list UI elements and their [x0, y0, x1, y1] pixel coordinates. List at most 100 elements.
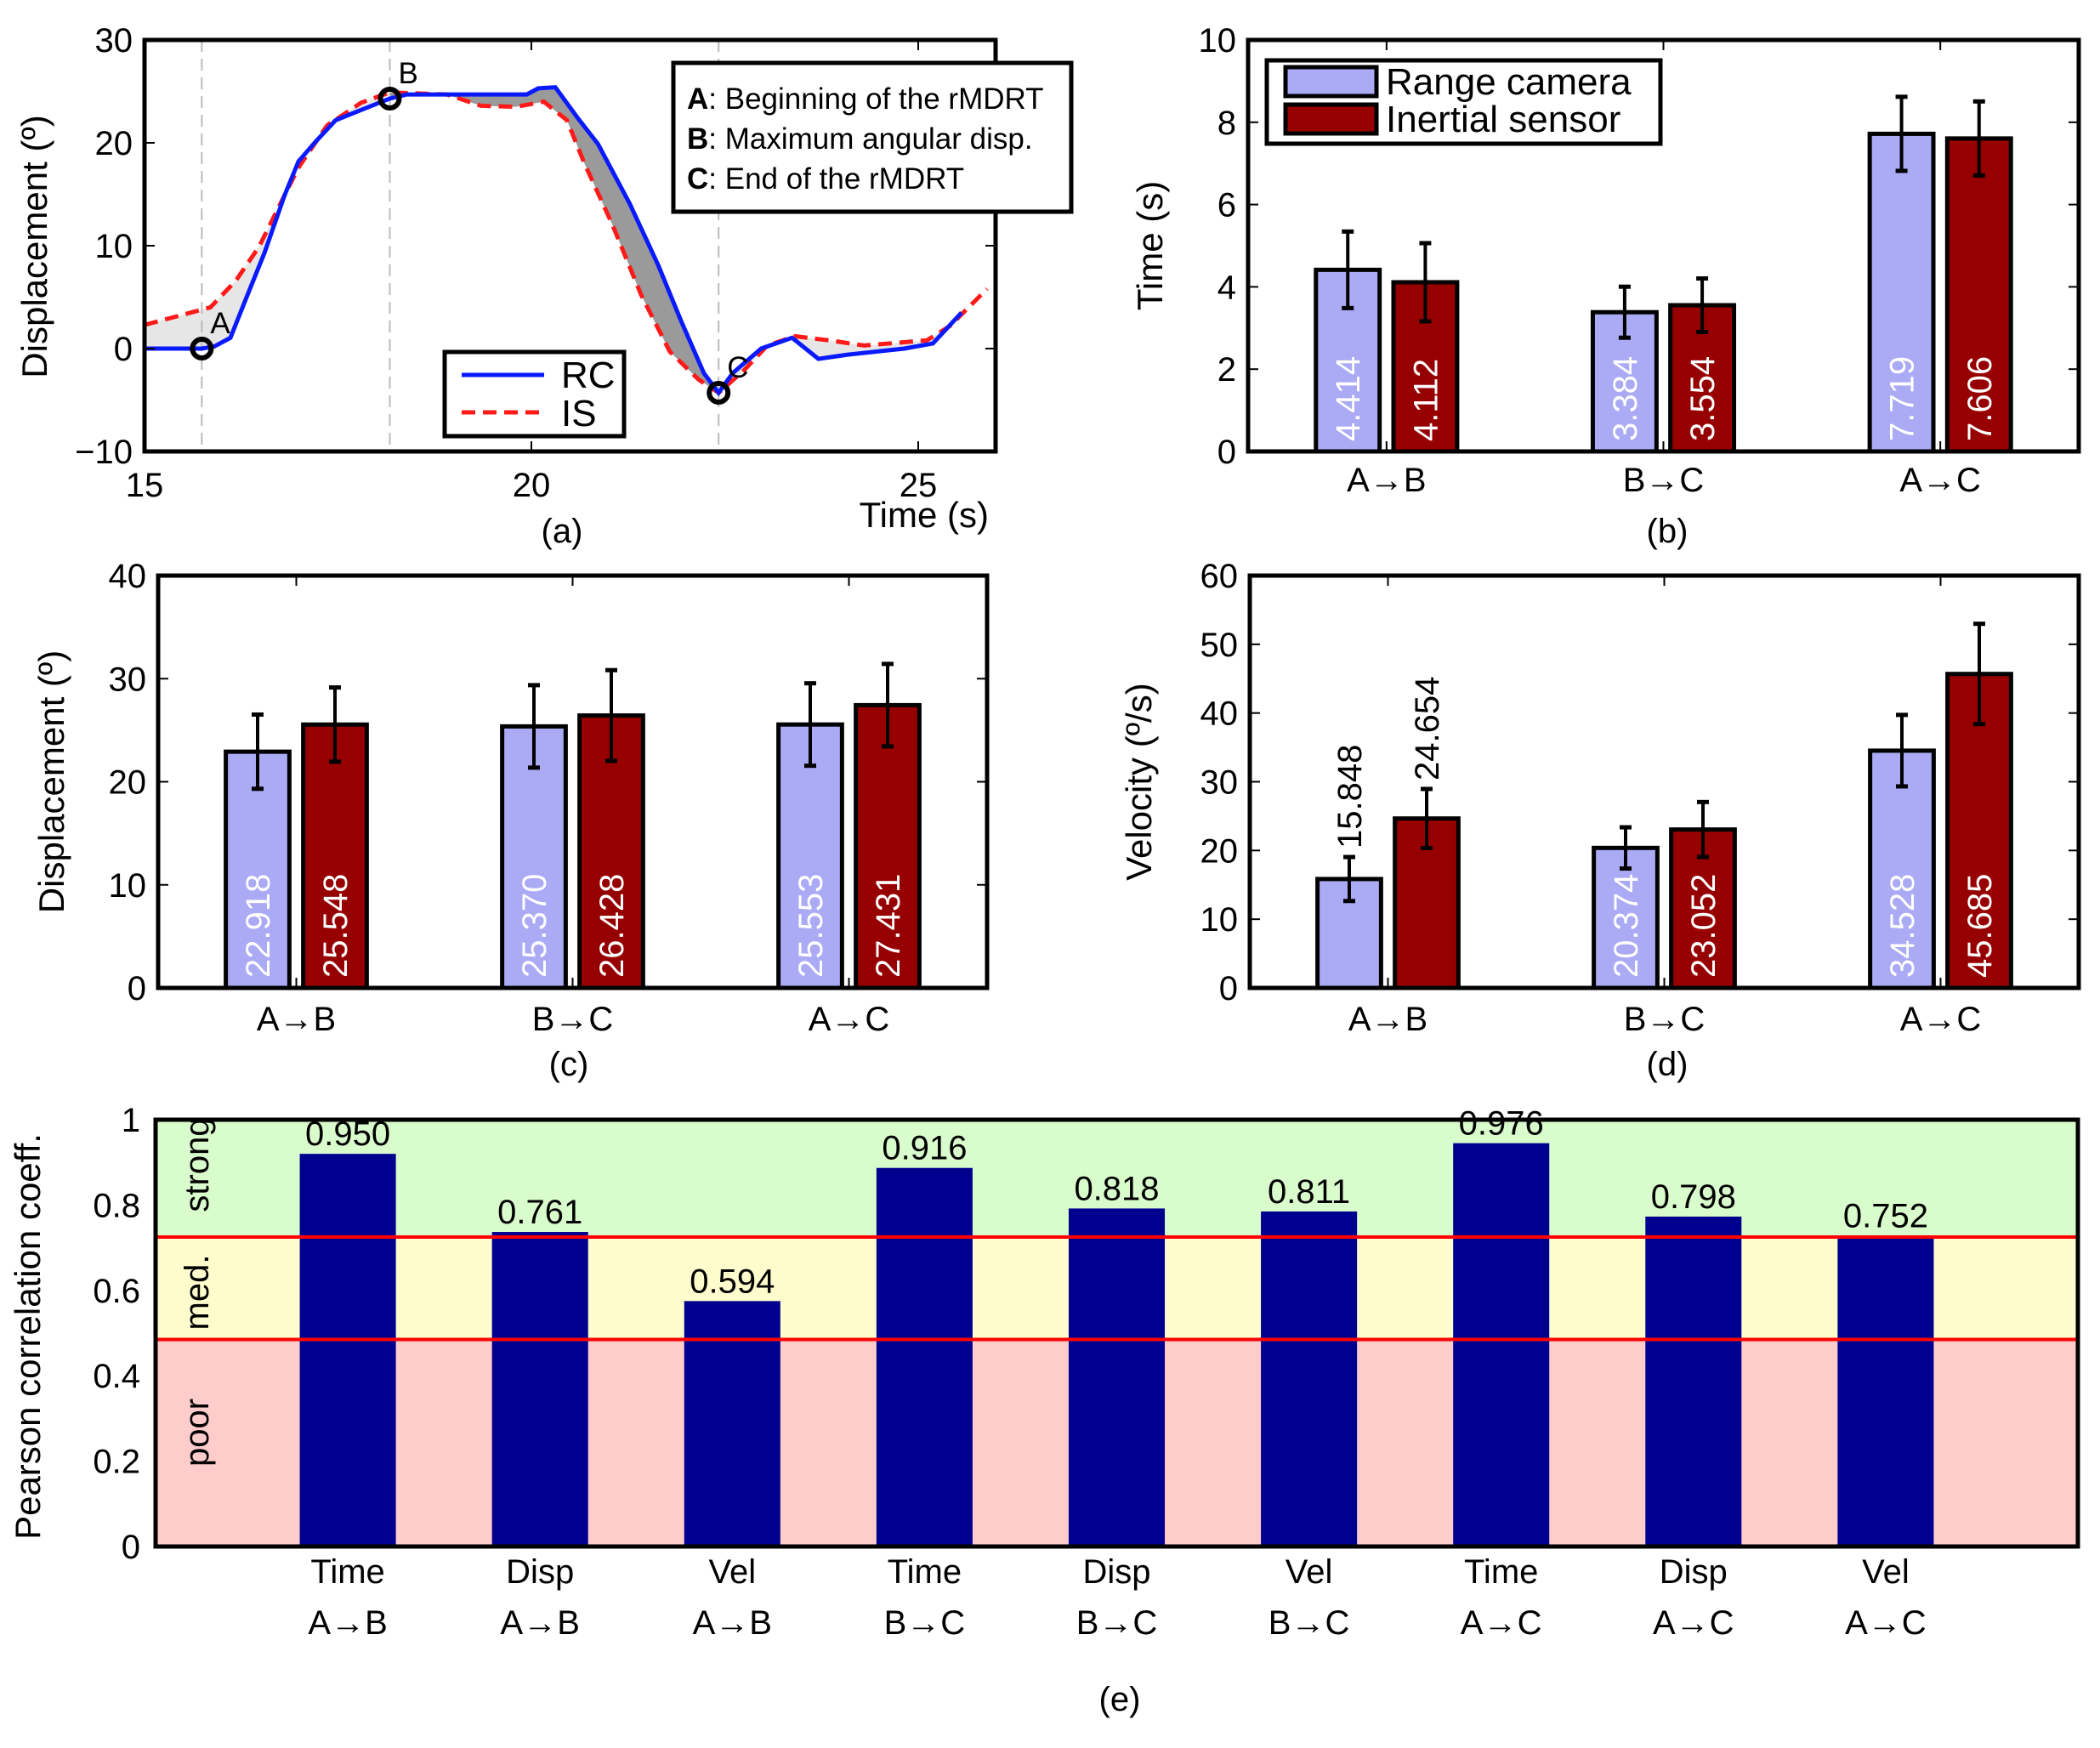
y-tick-label: 0.2 [93, 1444, 140, 1481]
y-tick-label: 0 [122, 1529, 140, 1566]
y-tick-label: 0 [114, 331, 133, 368]
panel-caption: (d) [1647, 1046, 1689, 1083]
annotation-text: : End of the rMDRT [708, 162, 964, 196]
bar-value-label: 0.798 [1651, 1178, 1736, 1216]
x-category-label: A→C [1900, 1001, 1982, 1038]
x-category-label: A→C [1461, 1604, 1542, 1642]
annotation-key: A [687, 82, 708, 116]
correlation-bar [1645, 1216, 1742, 1547]
bar-value-label: 23.052 [1685, 874, 1723, 978]
bar-value-label: 25.553 [792, 874, 830, 978]
bar-value-label: 4.414 [1330, 356, 1367, 441]
y-tick-label: 0 [128, 970, 146, 1007]
bar-value-label: 25.548 [317, 874, 355, 978]
annotation-line: A: Beginning of the rMDRT [687, 82, 1044, 116]
bar-value-label: 20.374 [1608, 874, 1645, 978]
y-tick-label: 20 [109, 764, 147, 802]
bar-value-label: 7.606 [1961, 356, 1999, 441]
y-tick-label: 6 [1217, 187, 1236, 224]
x-category-label: B→C [1623, 462, 1705, 499]
panel-e: 0.950TimeA→B0.761DispA→B0.594VelA→B0.916… [8, 1102, 2080, 1718]
x-category-label: A→C [809, 1001, 890, 1038]
bar-range-camera [224, 749, 292, 990]
difference-shading-dark [389, 87, 719, 394]
y-axis-label: Velocity (º/s) [1119, 683, 1159, 880]
bar-value-label: 3.384 [1607, 356, 1644, 441]
panel-caption: (c) [549, 1046, 589, 1083]
bar-value-label: 34.528 [1884, 874, 1921, 978]
y-tick-label: 20 [1200, 832, 1239, 870]
bar-value-label: 27.431 [870, 874, 907, 978]
y-axis-label: Time (s) [1130, 181, 1170, 310]
bar-value-label: 0.594 [690, 1263, 775, 1300]
x-category-label: Vel [1862, 1553, 1910, 1591]
bar-value-label: 7.719 [1884, 356, 1921, 441]
bar-range-camera [1867, 131, 1936, 454]
x-category-label: Time [1464, 1553, 1538, 1591]
x-category-label: B→C [884, 1604, 966, 1642]
panel-caption: (e) [1099, 1681, 1141, 1718]
legend-swatch [1283, 65, 1379, 99]
annotation-line: B: Maximum angular disp. [687, 122, 1033, 156]
y-tick-label: 50 [1200, 627, 1239, 664]
x-category-label: B→C [1624, 1001, 1706, 1038]
x-category-label: Disp [1660, 1553, 1728, 1591]
event-marker-label: B [398, 57, 417, 90]
legend-label-is: IS [561, 393, 597, 434]
annotation-text: : Maximum angular disp. [708, 122, 1032, 156]
band-label: poor [179, 1399, 216, 1467]
panel-caption: (b) [1647, 513, 1689, 550]
y-tick-label: 10 [109, 867, 147, 905]
y-axis-label: Pearson correlation coeff. [8, 1133, 48, 1540]
axes-frame [1246, 37, 2081, 454]
x-category-label: Vel [708, 1553, 756, 1591]
x-category-label: A→B [693, 1604, 772, 1642]
annotation-box [671, 60, 1074, 214]
bar-value-label: 0.811 [1268, 1173, 1350, 1211]
correlation-bar [684, 1301, 780, 1547]
event-marker-label: C [727, 351, 748, 384]
y-tick-label: 0 [1217, 434, 1236, 471]
x-tick-label: 20 [513, 467, 551, 504]
x-category-label: Vel [1286, 1553, 1333, 1591]
annotation-text: : Beginning of the rMDRT [708, 82, 1043, 116]
y-tick-label: 40 [1200, 695, 1239, 733]
panel-b: 4.414 4.112 A→B 3.384 3.554 B→C 7.719 7.606 A→C 0… [1130, 22, 2081, 550]
annotation-line: C: End of the rMDRT [687, 162, 964, 196]
bar-value-label: 45.685 [1961, 874, 1999, 978]
bar-value-label: 26.428 [593, 874, 631, 978]
x-category-label: A→B [1348, 1001, 1427, 1038]
event-marker-c [707, 381, 731, 406]
correlation-bar [1453, 1143, 1550, 1547]
legend-box [442, 349, 627, 439]
y-tick-label: 10 [95, 228, 133, 265]
annotation-key: B [687, 122, 708, 156]
y-tick-label: 0.4 [93, 1358, 140, 1395]
y-tick-label: 0.8 [93, 1187, 140, 1224]
y-axis-label: Displacement (º) [31, 650, 71, 913]
y-tick-label: −10 [75, 434, 133, 471]
y-tick-label: 0.6 [93, 1273, 140, 1310]
x-category-label: Time [310, 1553, 384, 1591]
x-axis-label: Time (s) [860, 495, 989, 535]
correlation-bar [1068, 1208, 1166, 1547]
correlation-bar [1837, 1235, 1934, 1547]
x-category-label: A→C [1653, 1604, 1734, 1642]
x-category-label: B→C [1269, 1604, 1350, 1642]
x-category-label: A→B [501, 1604, 580, 1642]
bar-value-label: 0.761 [497, 1194, 582, 1231]
bar-inertial-sensor [1945, 672, 2013, 990]
y-tick-label: 8 [1217, 105, 1236, 142]
bar-value-label: 24.654 [1409, 677, 1446, 780]
event-marker-label: A [210, 307, 230, 340]
bar-value-label: 25.370 [516, 874, 553, 978]
legend-label: Inertial sensor [1386, 99, 1620, 140]
annotation-key: C [687, 162, 708, 196]
bar-value-label: 15.848 [1331, 745, 1369, 848]
bar-value-label: 0.818 [1074, 1170, 1159, 1207]
correlation-bar [299, 1154, 396, 1547]
correlation-bar [1261, 1211, 1358, 1547]
